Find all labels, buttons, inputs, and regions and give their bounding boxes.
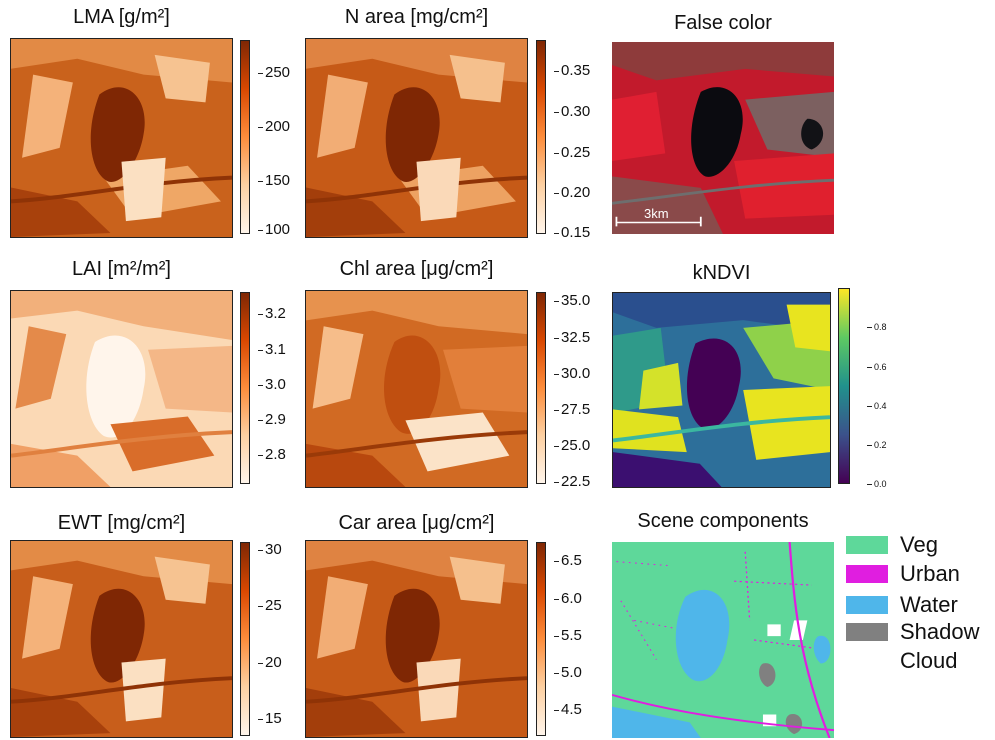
kndvi-tick-04: 0.4 <box>867 401 887 411</box>
false-color-image <box>612 42 834 234</box>
legend-veg: Veg <box>846 532 938 558</box>
lma-tick-150: 150 <box>257 172 291 189</box>
chl-tick-275: 27.5 <box>553 401 591 418</box>
car-colorbar <box>536 542 546 736</box>
lma-map <box>10 38 233 238</box>
chl-colorbar <box>536 292 546 484</box>
car-map <box>305 540 528 738</box>
ewt-tick-20: 20 <box>258 654 282 671</box>
scene-map <box>612 542 834 738</box>
chl-tick-250: 25.0 <box>553 437 591 454</box>
lai-colorbar <box>240 292 250 484</box>
chl-map <box>305 290 528 488</box>
kndvi-title: kNDVI <box>692 262 751 284</box>
lai-tick-28: 2.8 <box>258 446 286 463</box>
narea-title: N area [mg/cm²] <box>344 6 489 28</box>
legend-urban-label: Urban <box>900 561 960 586</box>
false-color-map <box>612 42 834 234</box>
lai-tick-30: 3.0 <box>258 376 286 393</box>
narea-tick-025: 0.25 <box>553 144 591 161</box>
scene-map-image <box>612 542 834 738</box>
narea-map <box>305 38 528 238</box>
lma-tick-200: 200 <box>257 118 291 135</box>
chl-tick-300: 30.0 <box>553 365 591 382</box>
car-tick-55: 5.5 <box>554 627 582 644</box>
car-map-image <box>306 541 527 737</box>
ewt-tick-15: 15 <box>258 710 282 727</box>
false-color-title: False color <box>674 12 772 34</box>
legend-water-swatch <box>846 596 888 614</box>
chl-tick-350: 35.0 <box>553 292 591 309</box>
legend-shadow-label: Shadow <box>900 619 980 644</box>
ewt-title: EWT [mg/cm²] <box>57 512 186 534</box>
legend-veg-swatch <box>846 536 888 554</box>
ewt-map-image <box>11 541 232 737</box>
chl-title: Chl area [μg/cm²] <box>339 258 494 280</box>
kndvi-colorbar <box>838 288 850 484</box>
lma-title: LMA [g/m²] <box>73 6 170 28</box>
kndvi-map <box>612 292 831 488</box>
lma-tick-250: 250 <box>257 64 291 81</box>
legend-water-label: Water <box>900 592 958 617</box>
kndvi-tick-06: 0.6 <box>867 362 887 372</box>
lai-tick-29: 2.9 <box>258 411 286 428</box>
legend-cloud-swatch <box>846 652 888 670</box>
chl-tick-325: 32.5 <box>553 329 591 346</box>
narea-tick-030: 0.30 <box>553 103 591 120</box>
kndvi-map-image <box>613 293 830 487</box>
narea-map-image <box>306 39 527 237</box>
legend-veg-label: Veg <box>900 532 938 557</box>
legend-cloud: Cloud <box>846 648 957 674</box>
chl-tick-225: 22.5 <box>553 473 591 490</box>
legend-shadow: Shadow <box>846 619 980 645</box>
narea-colorbar <box>536 40 546 234</box>
scene-title: Scene components <box>637 510 809 532</box>
chl-map-image <box>306 291 527 487</box>
kndvi-tick-08: 0.8 <box>867 322 887 332</box>
car-tick-50: 5.0 <box>554 664 582 681</box>
car-tick-60: 6.0 <box>554 590 582 607</box>
lai-map-image <box>11 291 232 487</box>
legend-cloud-label: Cloud <box>900 648 958 673</box>
kndvi-tick-00: 0.0 <box>867 479 887 489</box>
legend-urban: Urban <box>846 561 960 587</box>
lma-map-image <box>11 39 232 237</box>
legend-urban-swatch <box>846 565 888 583</box>
ewt-map <box>10 540 233 738</box>
lma-colorbar <box>240 40 250 234</box>
car-tick-45: 4.5 <box>554 701 582 718</box>
lai-map <box>10 290 233 488</box>
narea-tick-015: 0.15 <box>553 224 591 241</box>
lai-tick-32: 3.2 <box>258 305 286 322</box>
false-color-scale-label: 3km <box>644 206 669 221</box>
ewt-tick-25: 25 <box>258 597 282 614</box>
ewt-tick-30: 30 <box>258 541 282 558</box>
kndvi-tick-02: 0.2 <box>867 440 887 450</box>
car-title: Car area [μg/cm²] <box>338 512 495 534</box>
narea-tick-035: 0.35 <box>553 62 591 79</box>
legend-shadow-swatch <box>846 623 888 641</box>
ewt-colorbar <box>240 542 250 736</box>
lma-tick-100: 100 <box>257 221 291 238</box>
car-tick-65: 6.5 <box>554 552 582 569</box>
legend-water: Water <box>846 592 958 618</box>
lai-title: LAI [m²/m²] <box>72 258 171 280</box>
narea-tick-020: 0.20 <box>553 184 591 201</box>
lai-tick-31: 3.1 <box>258 341 286 358</box>
